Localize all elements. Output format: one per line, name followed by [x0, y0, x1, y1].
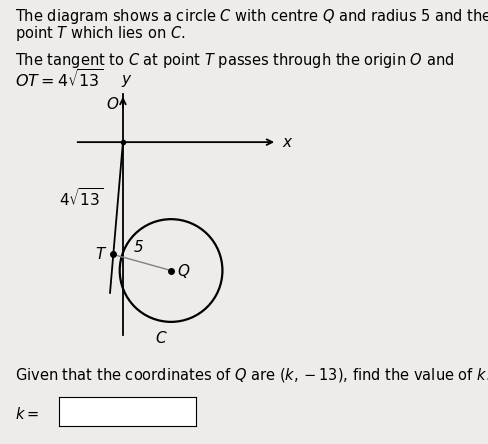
- Text: $OT = 4\sqrt{13}$: $OT = 4\sqrt{13}$: [15, 69, 102, 91]
- Text: point $T$ which lies on $C$.: point $T$ which lies on $C$.: [15, 24, 184, 44]
- Text: Given that the coordinates of $Q$ are $(k, -13)$, find the value of $k$.: Given that the coordinates of $Q$ are $(…: [15, 366, 488, 385]
- Text: $x$: $x$: [281, 135, 293, 150]
- Text: $C$: $C$: [155, 330, 167, 346]
- Text: $k=$: $k=$: [15, 406, 39, 422]
- Text: The tangent to $C$ at point $T$ passes through the origin $O$ and: The tangent to $C$ at point $T$ passes t…: [15, 51, 453, 70]
- Text: $y$: $y$: [121, 73, 132, 89]
- Text: $4\sqrt{13}$: $4\sqrt{13}$: [59, 187, 103, 209]
- Text: $T$: $T$: [95, 246, 107, 262]
- Text: The diagram shows a circle $C$ with centre $Q$ and radius 5 and the: The diagram shows a circle $C$ with cent…: [15, 7, 488, 26]
- Text: $Q$: $Q$: [177, 262, 190, 280]
- Text: $O$: $O$: [105, 95, 119, 111]
- Text: 5: 5: [134, 241, 143, 255]
